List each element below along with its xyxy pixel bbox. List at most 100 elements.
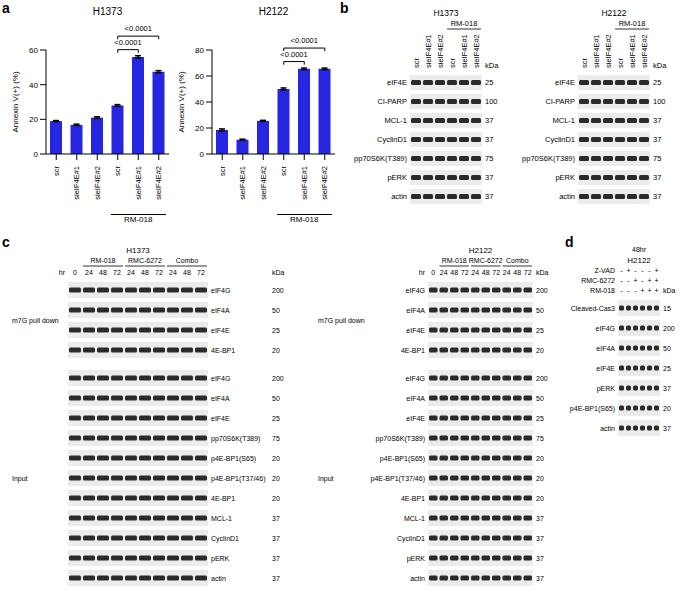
svg-text:pERK: pERK: [597, 385, 616, 393]
svg-text:pERK: pERK: [211, 555, 230, 563]
svg-text:scr: scr: [616, 58, 625, 69]
svg-text:37: 37: [653, 173, 661, 182]
svg-text:eIF4A: eIF4A: [211, 307, 230, 314]
svg-text:CyclinD1: CyclinD1: [211, 535, 239, 543]
svg-text:eIF4A: eIF4A: [211, 395, 230, 402]
svg-text:sieIF4E#1: sieIF4E#1: [628, 34, 637, 68]
svg-text:Combo: Combo: [506, 257, 529, 264]
svg-text:+: +: [633, 277, 637, 284]
svg-text:CyclinD1: CyclinD1: [545, 135, 575, 144]
svg-text:sieIF4E#2: sieIF4E#2: [436, 34, 445, 68]
svg-text:RMC-6272: RMC-6272: [469, 257, 503, 264]
svg-text:20: 20: [663, 405, 671, 412]
svg-text:72: 72: [155, 269, 163, 276]
svg-text:37: 37: [653, 116, 661, 125]
svg-text:20: 20: [29, 115, 38, 124]
svg-text:eIF4A: eIF4A: [406, 307, 425, 314]
svg-text:15: 15: [663, 305, 671, 312]
svg-text:0: 0: [34, 150, 39, 159]
svg-text:37: 37: [272, 535, 280, 542]
svg-text:48hr: 48hr: [632, 246, 647, 253]
svg-text:<0.0001: <0.0001: [291, 36, 318, 45]
svg-text:eIF4G: eIF4G: [211, 287, 230, 294]
svg-text:actin: actin: [410, 575, 425, 582]
svg-text:200: 200: [272, 287, 284, 294]
svg-text:-: -: [641, 267, 644, 274]
svg-text:48: 48: [513, 269, 521, 276]
svg-text:24: 24: [127, 269, 135, 276]
svg-text:-: -: [620, 267, 623, 274]
svg-text:+: +: [654, 287, 658, 294]
svg-text:sieIF4E#1: sieIF4E#1: [592, 34, 601, 68]
svg-text:20: 20: [536, 347, 544, 354]
svg-text:20: 20: [272, 475, 280, 482]
svg-text:sieIF4E#2: sieIF4E#2: [640, 34, 649, 68]
svg-text:H1373: H1373: [126, 246, 150, 255]
svg-text:eIF4E: eIF4E: [406, 327, 425, 334]
svg-text:H2122: H2122: [627, 256, 651, 265]
svg-text:+: +: [640, 287, 644, 294]
svg-text:-: -: [641, 277, 644, 284]
svg-text:<0.0001: <0.0001: [125, 24, 152, 33]
svg-text:eIF4E: eIF4E: [211, 327, 230, 334]
svg-text:37: 37: [536, 575, 544, 582]
svg-text:Annexin V(+) (%): Annexin V(+) (%): [177, 71, 186, 132]
svg-text:sieIF4E#1: sieIF4E#1: [300, 166, 309, 200]
svg-text:25: 25: [653, 78, 661, 87]
svg-text:<0.0001: <0.0001: [114, 38, 141, 47]
svg-text:48: 48: [450, 269, 458, 276]
svg-text:sieIF4E#2: sieIF4E#2: [93, 166, 102, 200]
svg-text:p4E-BP1(S65): p4E-BP1(S65): [570, 405, 615, 413]
svg-text:+: +: [647, 287, 651, 294]
svg-text:25: 25: [485, 78, 493, 87]
svg-text:37: 37: [536, 535, 544, 542]
svg-text:72: 72: [524, 269, 532, 276]
svg-text:0: 0: [431, 269, 435, 276]
svg-text:actin: actin: [559, 192, 575, 201]
svg-text:sieIF4E#1: sieIF4E#1: [72, 166, 81, 200]
svg-text:40: 40: [29, 81, 38, 90]
svg-text:sieIF4E#1: sieIF4E#1: [460, 34, 469, 68]
svg-text:37: 37: [272, 575, 280, 582]
svg-text:60: 60: [29, 46, 38, 55]
svg-text:20: 20: [272, 347, 280, 354]
svg-text:25: 25: [272, 327, 280, 334]
svg-text:100: 100: [485, 97, 498, 106]
svg-text:37: 37: [536, 515, 544, 522]
svg-text:eIF4G: eIF4G: [211, 375, 230, 382]
svg-text:37: 37: [663, 385, 671, 392]
svg-text:p4E-BP1(S65): p4E-BP1(S65): [380, 455, 425, 463]
svg-text:sieIF4E#2: sieIF4E#2: [604, 34, 613, 68]
svg-text:-: -: [648, 267, 651, 274]
svg-text:50: 50: [272, 395, 280, 402]
svg-text:RM-018: RM-018: [590, 287, 615, 294]
svg-text:20: 20: [536, 455, 544, 462]
svg-text:50: 50: [663, 345, 671, 352]
svg-text:eIF4G: eIF4G: [406, 375, 425, 382]
svg-text:20: 20: [536, 495, 544, 502]
svg-text:37: 37: [272, 555, 280, 562]
svg-text:CyclinD1: CyclinD1: [377, 135, 407, 144]
svg-text:40: 40: [195, 98, 204, 107]
svg-text:scr: scr: [279, 166, 288, 177]
svg-text:MCL-1: MCL-1: [384, 116, 407, 125]
svg-text:80: 80: [195, 46, 204, 55]
svg-text:37: 37: [663, 425, 671, 432]
svg-text:+: +: [647, 277, 651, 284]
svg-text:p4E-BP1(T37/46): p4E-BP1(T37/46): [371, 475, 425, 483]
svg-text:scr: scr: [412, 58, 421, 69]
svg-text:-: -: [627, 287, 630, 294]
svg-text:48: 48: [482, 269, 490, 276]
svg-text:kDa: kDa: [536, 269, 549, 276]
svg-text:eIF4E: eIF4E: [387, 78, 407, 87]
svg-text:H2122: H2122: [469, 246, 493, 255]
svg-text:sieIF4E#2: sieIF4E#2: [259, 166, 268, 200]
svg-text:RMC-6272: RMC-6272: [581, 277, 615, 284]
svg-text:37: 37: [653, 135, 661, 144]
svg-text:MCL-1: MCL-1: [404, 515, 425, 522]
svg-text:p4E-BP1(T37/46): p4E-BP1(T37/46): [211, 475, 265, 483]
svg-text:eIF4E: eIF4E: [406, 415, 425, 422]
svg-text:+: +: [654, 267, 658, 274]
svg-text:200: 200: [663, 325, 675, 332]
svg-text:50: 50: [536, 395, 544, 402]
